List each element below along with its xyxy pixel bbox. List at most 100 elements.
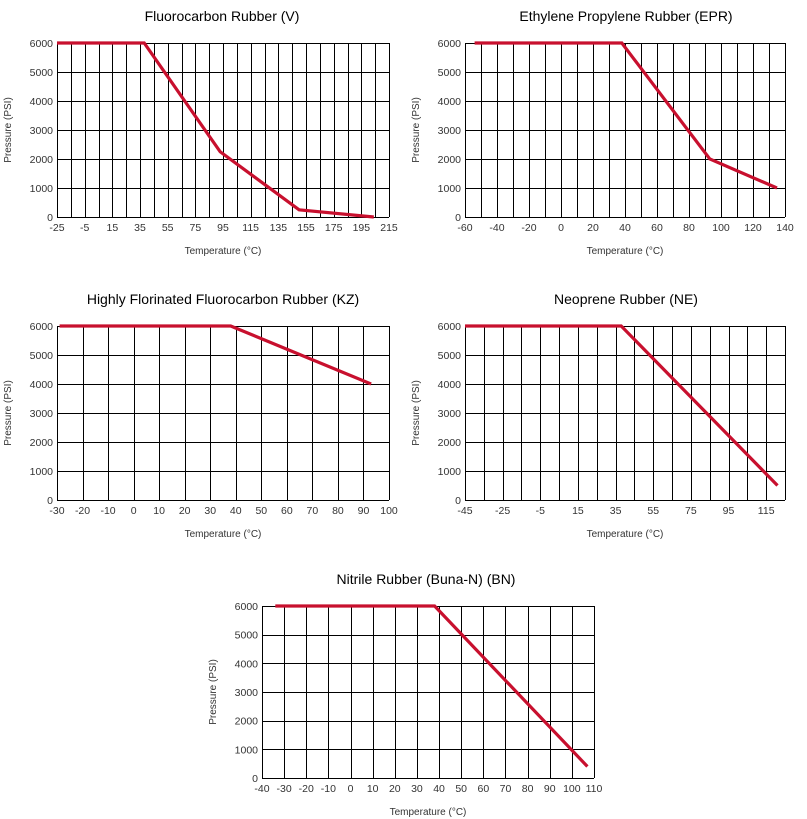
y-tick-label: 5000 — [235, 630, 259, 642]
x-tick-label: 75 — [189, 222, 201, 234]
y-tick-label: 6000 — [438, 38, 462, 50]
chart-2: Ethylene Propylene Rubber (EPR)010002000… — [411, 8, 794, 257]
x-tick-label: 30 — [204, 505, 216, 517]
y-tick-label: 1000 — [438, 183, 462, 195]
x-tick-label: -25 — [49, 222, 64, 234]
x-tick-label: -40 — [254, 783, 269, 795]
chart-4: Neoprene Rubber (NE) 0 1000 2000 3000 4000 500… — [411, 291, 786, 540]
x-axis-label: Temperature (°C) — [390, 807, 467, 818]
y-tick-label: 6000 — [30, 38, 54, 50]
y-tick-label: 3000 — [235, 687, 259, 699]
y-tick-label: 3000 — [30, 125, 54, 137]
y-tick-label: 0 — [47, 212, 53, 224]
x-tick-label: -5 — [80, 222, 89, 234]
chart-title: Fluorocarbon Rubber (V) — [145, 8, 300, 24]
x-tick-label: -30 — [277, 783, 292, 795]
x-tick-label: 0 — [348, 783, 354, 795]
x-tick-label: -40 — [489, 222, 504, 234]
chart-title: Nitrile Rubber (Buna-N) (BN) — [337, 571, 516, 587]
y-tick-label: 0 — [47, 495, 53, 507]
x-axis-label: Temperature (°C) — [185, 529, 262, 540]
y-tick-label: 2000 — [235, 716, 259, 728]
x-tick-label: 35 — [134, 222, 146, 234]
y-tick-label: 4000 — [235, 658, 259, 670]
y-axis-label: Pressure (PSI) — [208, 659, 219, 725]
y-tick-label: 1000 — [30, 466, 54, 478]
chart-1: Fluorocarbon Rubber (V) 0 1000 2000 3000 4000… — [3, 8, 398, 257]
y-tick-label: 6000 — [235, 601, 259, 613]
y-tick-label: 4000 — [438, 96, 462, 108]
x-tick-label: 115 — [758, 505, 775, 517]
y-tick-label: 1000 — [235, 744, 259, 756]
x-tick-label: -20 — [75, 505, 90, 517]
x-tick-label: 10 — [153, 505, 165, 517]
x-tick-label: 95 — [723, 505, 735, 517]
charts-root: Fluorocarbon Rubber (V)01000200030004000… — [3, 8, 794, 818]
x-tick-label: 195 — [353, 222, 371, 234]
x-tick-label: 80 — [683, 222, 695, 234]
x-tick-label: 155 — [297, 222, 315, 234]
x-tick-label: -10 — [321, 783, 336, 795]
y-tick-label: 2000 — [438, 154, 462, 166]
x-tick-label: 100 — [712, 222, 730, 234]
x-tick-label: 30 — [411, 783, 423, 795]
x-tick-label: 120 — [744, 222, 762, 234]
y-tick-label: 0 — [252, 773, 258, 785]
x-tick-label: 70 — [500, 783, 512, 795]
y-axis-label: Pressure (PSI) — [411, 97, 422, 163]
x-tick-label: 50 — [455, 783, 467, 795]
pressure-curve — [275, 604, 589, 768]
y-tick-label: 2000 — [30, 154, 54, 166]
x-tick-label: 100 — [380, 505, 398, 517]
x-tick-label: 80 — [332, 505, 344, 517]
x-tick-label: 0 — [131, 505, 137, 517]
y-tick-label: 2000 — [30, 437, 54, 449]
x-tick-label: 40 — [619, 222, 631, 234]
y-tick-label: 5000 — [438, 350, 462, 362]
y-tick-label: 1000 — [438, 466, 462, 478]
chart-5: Nitrile Rubber (Buna-N) (BN)010002000300… — [208, 571, 603, 818]
x-tick-label: 55 — [162, 222, 174, 234]
y-tick-label: 6000 — [438, 321, 462, 333]
y-tick-label: 0 — [455, 495, 461, 507]
x-tick-label: 100 — [563, 783, 581, 795]
chart-title: Neoprene Rubber (NE) — [554, 291, 698, 307]
x-tick-label: 35 — [610, 505, 622, 517]
chart-title: Ethylene Propylene Rubber (EPR) — [519, 8, 732, 24]
x-axis-label: Temperature (°C) — [185, 246, 262, 257]
x-tick-label: 80 — [522, 783, 534, 795]
pressure-curve — [474, 41, 778, 190]
x-tick-label: 20 — [179, 505, 191, 517]
x-tick-label: 55 — [647, 505, 659, 517]
y-tick-label: 4000 — [438, 379, 462, 391]
y-tick-label: 5000 — [30, 67, 54, 79]
y-axis-label: Pressure (PSI) — [3, 97, 14, 163]
chart-title: Highly Florinated Fluorocarbon Rubber (K… — [87, 291, 359, 307]
x-tick-label: 60 — [651, 222, 663, 234]
x-tick-label: 90 — [358, 505, 370, 517]
x-tick-label: 95 — [217, 222, 229, 234]
x-tick-label: 115 — [242, 222, 259, 234]
x-tick-label: 40 — [230, 505, 242, 517]
x-tick-label: 175 — [325, 222, 343, 234]
x-tick-label: 70 — [307, 505, 319, 517]
x-axis-label: Temperature (°C) — [587, 529, 664, 540]
x-tick-label: -5 — [536, 505, 545, 517]
x-tick-label: 10 — [367, 783, 379, 795]
y-tick-label: 1000 — [30, 183, 54, 195]
x-tick-label: 90 — [544, 783, 556, 795]
x-tick-label: -60 — [457, 222, 472, 234]
x-tick-label: 60 — [281, 505, 293, 517]
y-tick-label: 5000 — [438, 67, 462, 79]
x-tick-label: -30 — [49, 505, 64, 517]
x-tick-label: 15 — [572, 505, 584, 517]
pressure-curve — [465, 324, 779, 487]
x-tick-label: 40 — [433, 783, 445, 795]
y-tick-label: 3000 — [438, 125, 462, 137]
y-tick-label: 2000 — [438, 437, 462, 449]
x-tick-label: 60 — [477, 783, 489, 795]
x-tick-label: 110 — [586, 783, 603, 795]
y-tick-label: 4000 — [30, 96, 54, 108]
pressure-curve — [57, 41, 374, 219]
